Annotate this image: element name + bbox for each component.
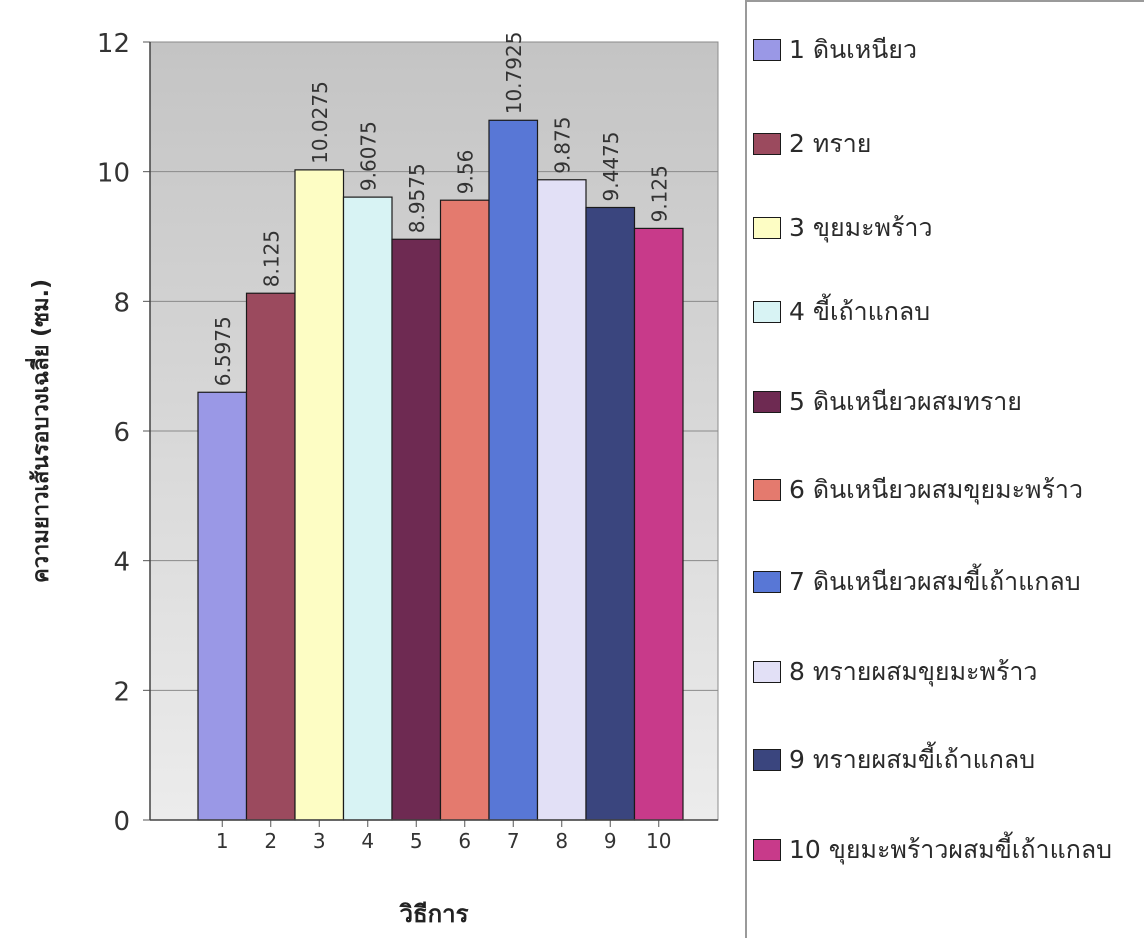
y-tick-label: 6 (113, 418, 130, 448)
legend-item-2: 2 ทราย (753, 124, 871, 164)
legend-swatch (753, 391, 781, 413)
legend-item-10: 10 ขุยมะพร้าวผสมขี้เถ้าแกลบ (753, 830, 1112, 870)
data-label-4: 9.6075 (357, 121, 381, 191)
x-tick-label: 1 (216, 829, 229, 853)
legend-label: 4 ขี้เถ้าแกลบ (789, 297, 931, 326)
data-label-7: 10.7925 (502, 32, 526, 115)
legend-label: 1 ดินเหนียว (789, 35, 917, 64)
bar-2 (245, 292, 296, 821)
legend-label: 6 ดินเหนียวผสมขุยมะพร้าว (789, 475, 1083, 504)
legend-swatch (753, 571, 781, 593)
legend-item-1: 1 ดินเหนียว (753, 30, 917, 70)
data-label-10: 9.125 (648, 165, 672, 222)
y-tick-label: 0 (113, 807, 130, 837)
x-tick-label: 3 (313, 829, 326, 853)
data-label-6: 9.56 (454, 150, 478, 195)
legend-swatch (753, 479, 781, 501)
legend-label: 5 ดินเหนียวผสมทราย (789, 387, 1022, 416)
legend-swatch (753, 839, 781, 861)
bar-5 (391, 238, 442, 821)
data-label-2: 8.125 (260, 230, 284, 287)
legend-item-3: 3 ขุยมะพร้าว (753, 208, 932, 248)
chart-plot-svg: 6.5975 8.125 10.0275 9.6075 8.9575 9.56 10.792… (24, 29, 719, 928)
legend-swatch (753, 217, 781, 239)
legend-item-5: 5 ดินเหนียวผสมทราย (753, 382, 1022, 422)
y-tick-label: 8 (113, 288, 130, 318)
bar-7 (488, 119, 539, 821)
legend-item-8: 8 ทรายผสมขุยมะพร้าว (753, 652, 1037, 692)
legend-swatch (753, 661, 781, 683)
data-label-9: 9.4475 (599, 132, 623, 202)
legend-swatch (753, 133, 781, 155)
bar-6 (439, 199, 490, 821)
y-axis-title: ความยาวเส้นรอบวงเฉลี่ย (ซม.) (24, 279, 54, 583)
legend-label: 2 ทราย (789, 129, 872, 158)
x-tick-label: 4 (361, 829, 374, 853)
legend-label: 8 ทรายผสมขุยมะพร้าว (789, 657, 1038, 686)
x-tick-label: 10 (646, 829, 671, 853)
data-label-3: 10.0275 (308, 81, 332, 164)
legend-label: 7 ดินเหนียวผสมขี้เถ้าแกลบ (789, 567, 1081, 596)
data-label-5: 8.9575 (405, 163, 429, 233)
bar-8 (536, 179, 587, 821)
bar-3 (294, 169, 345, 821)
x-tick-label: 7 (507, 829, 520, 853)
legend-item-4: 4 ขี้เถ้าแกลบ (753, 292, 930, 332)
legend-label: 10 ขุยมะพร้าวผสมขี้เถ้าแกลบ (789, 835, 1113, 864)
x-tick-label: 8 (555, 829, 568, 853)
bar-4 (342, 196, 393, 821)
x-tick-label: 5 (410, 829, 423, 853)
x-axis-title: วิธีการ (399, 900, 469, 928)
x-tick-label: 2 (264, 829, 277, 853)
x-tick-label: 6 (458, 829, 471, 853)
y-tick-label: 2 (113, 677, 130, 707)
y-tick-label: 12 (97, 29, 130, 59)
bar-1 (197, 391, 248, 821)
bar-10 (633, 227, 684, 821)
legend-swatch (753, 39, 781, 61)
legend-item-6: 6 ดินเหนียวผสมขุยมะพร้าว (753, 470, 1083, 510)
legend-swatch (753, 749, 781, 771)
legend-swatch (753, 301, 781, 323)
data-label-1: 6.5975 (211, 316, 235, 386)
legend-label: 9 ทรายผสมขี้เถ้าแกลบ (789, 745, 1036, 774)
data-label-8: 9.875 (551, 117, 575, 174)
bar-9 (585, 206, 636, 821)
legend-item-9: 9 ทรายผสมขี้เถ้าแกลบ (753, 740, 1035, 780)
x-tick-label: 9 (604, 829, 617, 853)
y-tick-label: 10 (97, 159, 130, 189)
legend: 1 ดินเหนียว 2 ทราย 3 ขุยมะพร้าว 4 ขี้เถ้าแก… (745, 0, 1144, 938)
legend-item-7: 7 ดินเหนียวผสมขี้เถ้าแกลบ (753, 562, 1081, 602)
y-tick-label: 4 (113, 548, 130, 578)
legend-label: 3 ขุยมะพร้าว (789, 213, 933, 242)
